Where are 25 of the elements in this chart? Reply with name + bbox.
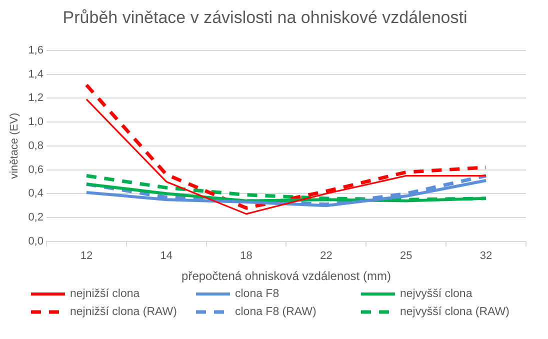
x-tick-label: 14 bbox=[160, 250, 172, 262]
x-tick-label: 12 bbox=[80, 250, 93, 262]
x-tick-label: 18 bbox=[240, 250, 252, 262]
line-series bbox=[84, 174, 488, 206]
y-axis-title: vinětace (EV) bbox=[8, 112, 21, 179]
legend-label: nejnižší clona bbox=[70, 288, 140, 300]
y-tick-label: 0,8 bbox=[28, 140, 44, 152]
legend-label: clona F8 bbox=[235, 288, 280, 300]
y-tick-label: 1,6 bbox=[28, 44, 44, 56]
legend-label: nejnižší clona (RAW) bbox=[70, 306, 177, 318]
y-tick-label: 1,0 bbox=[28, 116, 44, 128]
legend-label: clona F8 (RAW) bbox=[235, 306, 316, 318]
x-tick-label: 25 bbox=[400, 250, 412, 262]
legend-label: nejvyšší clona bbox=[400, 288, 472, 300]
x-tick-label: 32 bbox=[480, 250, 492, 262]
y-tick-label: 0,4 bbox=[28, 188, 44, 200]
y-tick-label: 1,4 bbox=[28, 68, 44, 80]
y-tick-label: 0,6 bbox=[28, 164, 44, 176]
x-axis-title: přepočtená ohnisková vzdálenost (mm) bbox=[182, 269, 391, 284]
legend-label: nejvyšší clona (RAW) bbox=[400, 306, 510, 318]
y-tick-label: 0,2 bbox=[28, 212, 44, 224]
y-tick-label: 0,0 bbox=[28, 235, 44, 248]
x-tick-label: 22 bbox=[320, 250, 332, 262]
y-tick-label: 1,2 bbox=[28, 92, 44, 104]
chart-title: Průběh vinětace v závislosti na ohniskové vzdálenosti bbox=[62, 8, 468, 27]
